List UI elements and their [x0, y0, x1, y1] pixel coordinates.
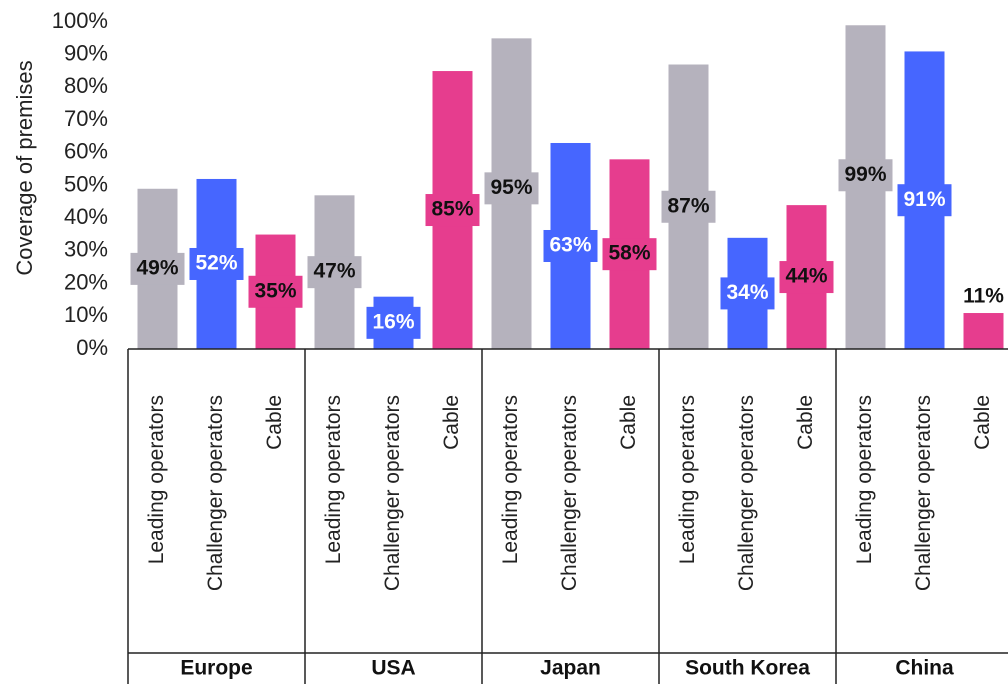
y-tick-label: 30%: [64, 237, 108, 262]
value-label: 87%: [667, 194, 709, 217]
group-label: Europe: [180, 657, 252, 680]
value-label: 95%: [490, 176, 532, 199]
value-label: 16%: [372, 310, 414, 333]
y-tick-label: 70%: [64, 106, 108, 131]
category-label: Challenger operators: [912, 395, 935, 591]
y-tick-label: 60%: [64, 139, 108, 164]
category-label: Leading operators: [322, 395, 345, 564]
y-tick-label: 0%: [76, 335, 108, 360]
category-label: Leading operators: [145, 395, 168, 564]
value-label-box: [189, 247, 244, 280]
y-tick-label: 50%: [64, 171, 108, 196]
value-label: 52%: [195, 252, 237, 275]
value-label: 47%: [313, 260, 355, 283]
y-tick-label: 40%: [64, 204, 108, 229]
y-axis-ticks: 0% 10% 20% 30% 40% 50% 60% 70% 80% 90% 100%: [52, 8, 108, 360]
category-label: Challenger operators: [381, 395, 404, 591]
value-label-box: [307, 256, 362, 289]
value-label: 11%: [963, 285, 1004, 308]
category-label: Challenger operators: [558, 395, 581, 591]
value-label-box: [661, 190, 716, 223]
y-tick-label: 90%: [64, 41, 108, 66]
category-axis: Leading operators Challenger operators Cab…: [127, 348, 1008, 684]
bar: [963, 313, 1004, 349]
category-label: Leading operators: [499, 395, 522, 564]
group-label: USA: [371, 657, 415, 680]
category-label: Cable: [971, 395, 994, 450]
value-label: 35%: [254, 279, 296, 302]
y-axis-label: Coverage of premises: [12, 60, 37, 275]
value-label-box: [425, 194, 480, 227]
value-label: 44%: [785, 265, 827, 288]
value-label: 91%: [903, 188, 945, 211]
y-tick-label: 20%: [64, 269, 108, 294]
group-label: South Korea: [685, 657, 810, 680]
category-label: Challenger operators: [735, 395, 758, 591]
group-label: Japan: [540, 657, 601, 680]
category-label: Cable: [440, 395, 463, 450]
value-label: 34%: [726, 281, 768, 304]
category-label: Challenger operators: [204, 395, 227, 591]
category-label: Leading operators: [676, 395, 699, 564]
value-label: 85%: [431, 198, 473, 221]
value-label-box: [838, 159, 893, 192]
group-label: China: [895, 657, 954, 680]
value-label: 63%: [549, 234, 591, 257]
y-tick-label: 10%: [64, 302, 108, 327]
value-label-box: [779, 261, 834, 294]
value-label-box: [248, 275, 303, 308]
y-tick-label: 100%: [52, 8, 108, 33]
value-labels: 49% 52% 35% 47% 16% 85% 95% 63% 58% 87% 34% 44% 99% 9…: [130, 159, 1004, 339]
value-label-box: [130, 252, 185, 285]
value-label-box: [602, 238, 657, 271]
value-label: 99%: [844, 163, 886, 186]
value-label-box: [720, 277, 775, 310]
value-label-box: [366, 306, 421, 339]
value-label: 58%: [608, 242, 650, 265]
category-label: Cable: [794, 395, 817, 450]
category-label: Cable: [263, 395, 286, 450]
value-label: 49%: [136, 256, 178, 279]
value-label-box: [484, 172, 539, 205]
y-tick-label: 80%: [64, 73, 108, 98]
value-label-box: [897, 184, 952, 217]
category-label: Cable: [617, 395, 640, 450]
value-label-box: [543, 229, 598, 262]
category-label: Leading operators: [853, 395, 876, 564]
